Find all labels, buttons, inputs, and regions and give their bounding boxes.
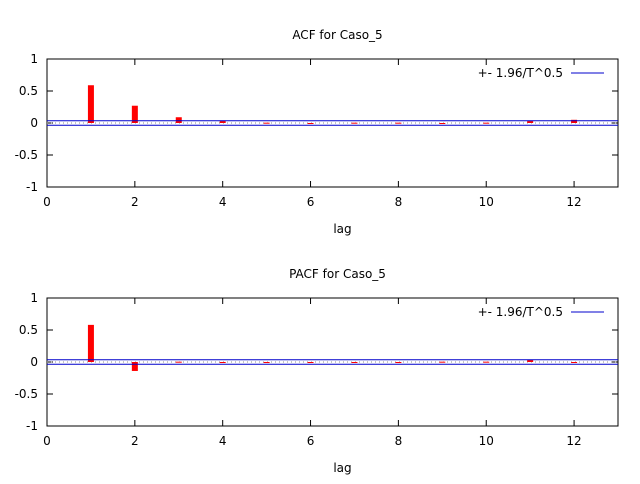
bar-lag-11 — [527, 360, 534, 362]
bar-lag-9 — [439, 123, 446, 124]
y-tick-label: 1 — [30, 52, 38, 66]
x-tick-label: 8 — [395, 195, 403, 209]
x-tick-label: 4 — [219, 434, 227, 448]
bar-lag-9 — [439, 361, 446, 363]
y-tick-label: 1 — [30, 291, 38, 305]
x-tick-label: 12 — [566, 434, 581, 448]
bar-lag-10 — [483, 361, 490, 363]
bar-lag-8 — [395, 362, 402, 363]
x-tick-label: 4 — [219, 195, 227, 209]
x-tick-label: 10 — [479, 195, 494, 209]
bar-lag-12 — [571, 119, 578, 123]
x-tick-label: 12 — [566, 195, 581, 209]
bar-lag-2 — [131, 362, 138, 371]
chart-title: PACF for Caso_5 — [289, 267, 386, 281]
y-tick-label: 0 — [30, 355, 38, 369]
x-axis-label: lag — [333, 461, 351, 475]
pacf-panel: PACF for Caso_5 1 0.5 0 -0.5 -1 0 2 4 6 8 10 12 lag +-… — [15, 267, 619, 475]
y-tick-label: 0.5 — [19, 323, 38, 337]
x-tick-label: 8 — [395, 434, 403, 448]
y-tick-label: -0.5 — [15, 387, 38, 401]
acf-panel: ACF for Caso_5 1 0.5 0 -0.5 -1 0 2 4 6 8 10 12 lag +- … — [15, 28, 619, 236]
bar-lag-1 — [87, 85, 94, 123]
bar-lag-2 — [131, 105, 138, 123]
bar-lag-7 — [351, 362, 358, 363]
x-axis-label: lag — [333, 222, 351, 236]
x-tick-label: 2 — [131, 195, 139, 209]
x-tick-label: 0 — [43, 434, 51, 448]
bar-lag-11 — [527, 121, 534, 123]
bar-lag-8 — [395, 122, 402, 124]
legend-label: +- 1.96/T^0.5 — [478, 305, 563, 319]
x-tick-label: 0 — [43, 195, 51, 209]
x-tick-label: 6 — [307, 434, 315, 448]
bar-lag-6 — [307, 123, 314, 124]
y-tick-label: -1 — [26, 180, 38, 194]
x-tick-label: 6 — [307, 195, 315, 209]
bar-lag-3 — [175, 361, 182, 363]
y-tick-label: -0.5 — [15, 148, 38, 162]
y-tick-label: 0.5 — [19, 84, 38, 98]
bar-lag-7 — [351, 122, 358, 124]
legend-label: +- 1.96/T^0.5 — [478, 66, 563, 80]
bar-lag-5 — [263, 122, 270, 124]
bar-lag-3 — [175, 117, 182, 123]
y-tick-label: -1 — [26, 419, 38, 433]
bar-lag-4 — [219, 362, 226, 363]
bar-lag-10 — [483, 122, 490, 124]
x-tick-label: 10 — [479, 434, 494, 448]
bar-lag-4 — [219, 121, 226, 123]
y-tick-label: 0 — [30, 116, 38, 130]
x-tick-label: 2 — [131, 434, 139, 448]
bar-lag-6 — [307, 362, 314, 363]
bar-lag-1 — [87, 324, 94, 362]
bar-lag-5 — [263, 362, 270, 363]
chart-title: ACF for Caso_5 — [292, 28, 382, 42]
bar-lag-12 — [571, 362, 578, 363]
